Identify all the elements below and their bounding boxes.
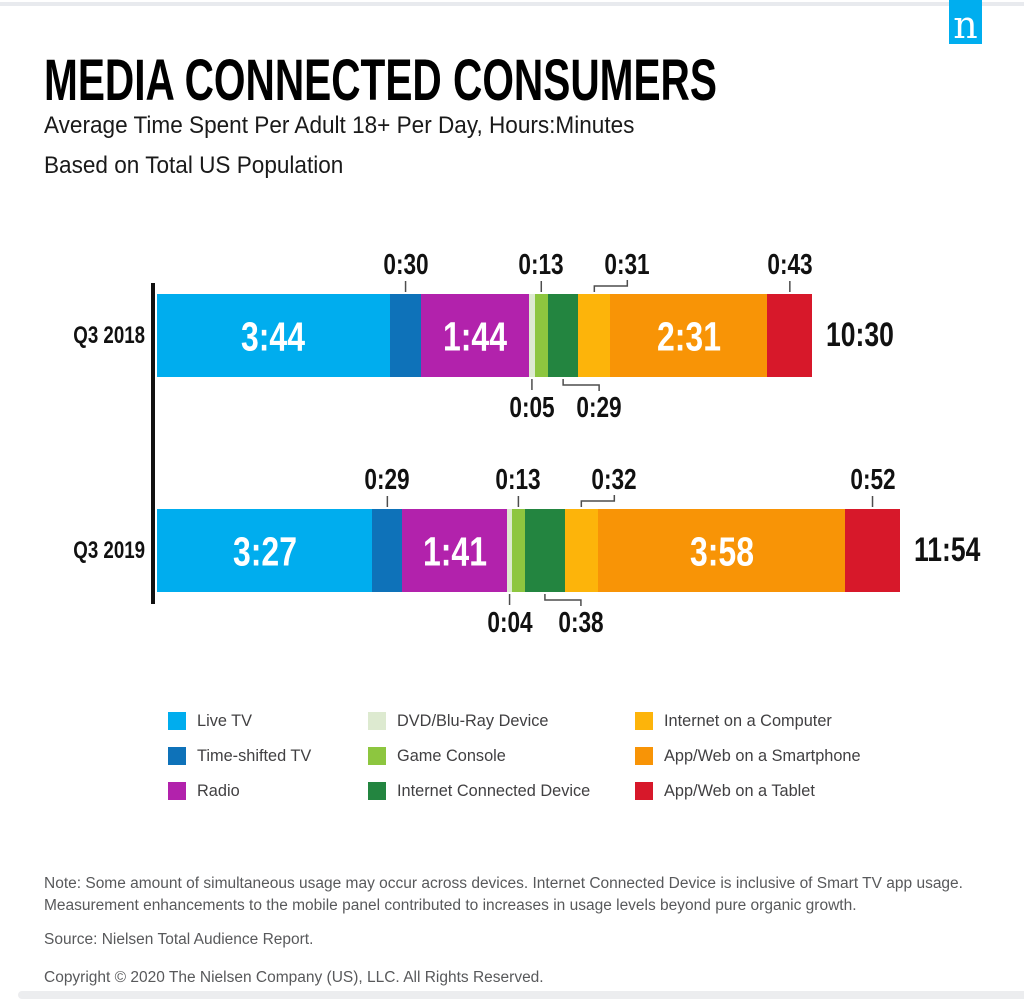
legend-swatch-time-shifted-tv <box>168 747 186 765</box>
bar-segment-q3-2019-radio <box>402 509 508 592</box>
legend-swatch-dvd-blu-ray-device <box>368 712 386 730</box>
bar-segment-q3-2019-game-console <box>511 509 526 592</box>
top-divider <box>0 2 1024 6</box>
legend-swatch-internet-on-a-computer <box>635 712 653 730</box>
legend-item-live-tv: Live TV <box>168 711 316 730</box>
bar-segment-q3-2019-time-shifted-tv <box>372 509 403 592</box>
bar-segment-q3-2018-live-tv <box>157 294 390 377</box>
value-label-inside: 3:58 <box>689 528 754 574</box>
value-label-above: 0:31 <box>604 249 650 281</box>
legend-label-dvd-blu-ray-device: DVD/Blu-Ray Device <box>397 711 549 730</box>
legend-label-radio: Radio <box>197 781 240 800</box>
legend-label-app-web-on-a-smartphone: App/Web on a Smartphone <box>664 746 861 765</box>
copyright-text: Copyright © 2020 The Nielsen Company (US… <box>44 969 544 986</box>
bar-segment-q3-2018-time-shifted-tv <box>389 294 422 377</box>
bar-segment-q3-2019-internet-connected-device <box>525 509 565 592</box>
legend-swatch-game-console <box>368 747 386 765</box>
bar-segment-q3-2018-game-console <box>534 294 549 377</box>
value-label-above: 0:29 <box>364 464 410 496</box>
nielsen-logo-letter: n <box>953 2 978 47</box>
callout-line <box>562 379 600 391</box>
chart-subtitle-population: Based on Total US Population <box>44 152 344 179</box>
bar-segment-q3-2019-internet-on-a-computer <box>564 509 598 592</box>
bottom-divider <box>18 991 1024 999</box>
total-label-wrap: 11:54 <box>914 509 999 592</box>
legend-item-internet-connected-device: Internet Connected Device <box>368 781 598 800</box>
value-label-inside: 1:41 <box>422 528 487 574</box>
legend-swatch-internet-connected-device <box>368 782 386 800</box>
value-label-below: 0:05 <box>509 392 555 424</box>
legend-swatch-app-web-on-a-tablet <box>635 782 653 800</box>
bar-segment-q3-2018-radio <box>421 294 530 377</box>
value-label-above: 0:32 <box>591 464 637 496</box>
legend-item-time-shifted-tv: Time-shifted TV <box>168 746 316 765</box>
legend-swatch-live-tv <box>168 712 186 730</box>
total-label-wrap: 10:30 <box>826 294 913 377</box>
category-label-wrap: Q3 2019 <box>0 509 145 592</box>
total-label-q3-2019: 11:54 <box>913 531 980 569</box>
value-label-below: 0:38 <box>558 607 604 639</box>
legend-swatch-app-web-on-a-smartphone <box>635 747 653 765</box>
legend-label-game-console: Game Console <box>397 746 506 765</box>
bar-segment-q3-2019-live-tv <box>157 509 373 592</box>
y-axis-line <box>151 283 155 604</box>
value-label-above: 0:30 <box>382 249 429 281</box>
category-label-wrap: Q3 2018 <box>0 294 145 377</box>
legend-column-2: DVD/Blu-Ray Device Game Console Internet C… <box>368 711 598 817</box>
legend-item-app-web-on-a-tablet: App/Web on a Tablet <box>635 781 869 800</box>
legend-label-app-web-on-a-tablet: App/Web on a Tablet <box>664 781 815 800</box>
value-label-inside: 2:31 <box>656 313 721 359</box>
legend-item-game-console: Game Console <box>368 746 598 765</box>
bar-segment-q3-2019-app-web-on-a-smartphone <box>597 509 846 592</box>
page-title: MEDIA CONNECTED CONSUMERS <box>44 48 717 113</box>
legend-item-internet-on-a-computer: Internet on a Computer <box>635 711 869 730</box>
bar-segment-q3-2019-dvd-blu-ray-device <box>507 509 512 592</box>
callout-line <box>580 495 616 507</box>
legend-item-radio: Radio <box>168 781 316 800</box>
category-label-q3-2018: Q3 2018 <box>73 321 145 349</box>
value-label-above: 0:43 <box>767 249 813 281</box>
callout-line <box>593 280 629 292</box>
bar-segment-q3-2018-internet-on-a-computer <box>578 294 611 377</box>
callout-line <box>544 594 582 606</box>
note-text: Note: Some amount of simultaneous usage … <box>44 873 963 917</box>
chart-subtitle-metric: Average Time Spent Per Adult 18+ Per Day… <box>44 112 635 139</box>
value-label-above: 0:13 <box>518 249 564 281</box>
note-line-1: Note: Some amount of simultaneous usage … <box>44 875 963 892</box>
note-line-2: Measurement enhancements to the mobile p… <box>44 897 857 914</box>
legend-label-internet-connected-device: Internet Connected Device <box>397 781 591 800</box>
source-text: Source: Nielsen Total Audience Report. <box>44 931 314 948</box>
bar-segment-q3-2018-app-web-on-a-smartphone <box>610 294 768 377</box>
chart-legend: Live TV Time-shifted TV Radio DVD/Blu-Ray D… <box>168 711 908 807</box>
bar-segment-q3-2018-app-web-on-a-tablet <box>767 294 813 377</box>
bar-segment-q3-2018-internet-connected-device <box>548 294 579 377</box>
legend-label-live-tv: Live TV <box>197 711 253 730</box>
value-label-inside: 3:27 <box>232 528 297 574</box>
legend-item-app-web-on-a-smartphone: App/Web on a Smartphone <box>635 746 869 765</box>
legend-column-3: Internet on a Computer App/Web on a Smart… <box>635 711 869 817</box>
bar-segment-q3-2018-dvd-blu-ray-device <box>529 294 535 377</box>
bar-segment-q3-2019-app-web-on-a-tablet <box>845 509 900 592</box>
category-label-q3-2019: Q3 2019 <box>73 536 145 564</box>
total-label-q3-2018: 10:30 <box>826 316 895 354</box>
value-label-below: 0:04 <box>486 607 533 639</box>
legend-column-1: Live TV Time-shifted TV Radio <box>168 711 316 817</box>
nielsen-logo: n <box>949 0 982 44</box>
value-label-inside: 1:44 <box>443 313 508 359</box>
legend-swatch-radio <box>168 782 186 800</box>
value-label-below: 0:29 <box>576 392 622 424</box>
legend-item-dvd-blu-ray-device: DVD/Blu-Ray Device <box>368 711 598 730</box>
legend-label-internet-on-a-computer: Internet on a Computer <box>664 711 832 730</box>
legend-label-time-shifted-tv: Time-shifted TV <box>197 746 312 765</box>
value-label-above: 0:52 <box>849 464 896 496</box>
value-label-above: 0:13 <box>495 464 542 496</box>
value-label-inside: 3:44 <box>241 313 306 359</box>
